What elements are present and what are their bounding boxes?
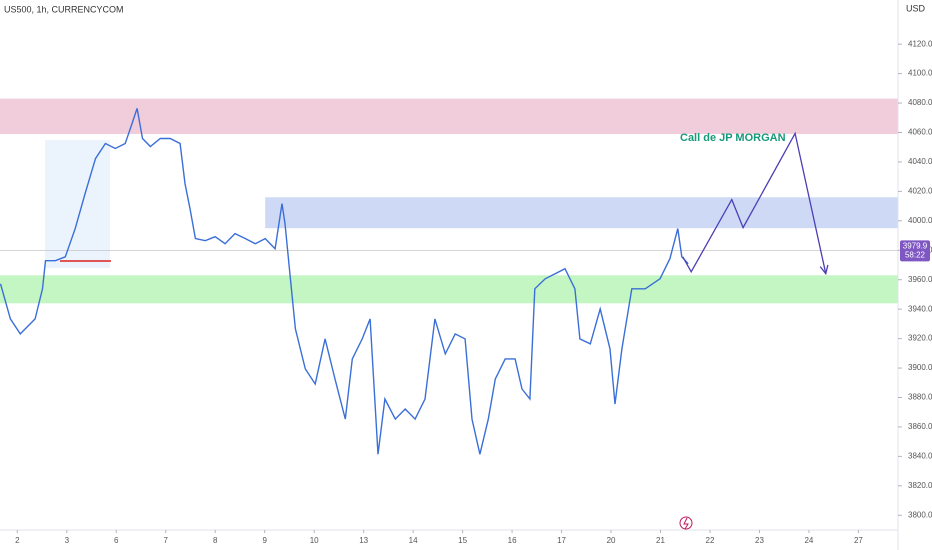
y-tick-label: 3960.0 <box>908 275 932 284</box>
x-tick-label: 16 <box>508 536 517 545</box>
y-tick-label: 4100.0 <box>908 69 932 78</box>
event-bolt <box>683 517 689 530</box>
y-tick-label: 3880.0 <box>908 393 932 402</box>
projection <box>682 131 827 274</box>
zone <box>265 197 899 229</box>
y-tick-label: 3920.0 <box>908 334 932 343</box>
x-tick-label: 14 <box>409 536 418 545</box>
x-tick-label: 23 <box>755 536 764 545</box>
y-tick-label: 4040.0 <box>908 157 932 166</box>
symbol: US500, 1h, CURRENCYCOM <box>4 4 124 14</box>
y-tick-label: 3840.0 <box>908 451 932 460</box>
y-tick-label: 4000.0 <box>908 216 932 225</box>
annotation: Call de JP MORGAN <box>680 132 786 144</box>
y-tick-label: 3800.0 <box>908 510 932 519</box>
zones <box>0 98 899 304</box>
x-tick-label: 7 <box>164 536 169 545</box>
x-tick-label: 10 <box>310 536 319 545</box>
x-tick-label: 9 <box>262 536 267 545</box>
price-line <box>0 108 689 455</box>
x-tick-label: 15 <box>458 536 467 545</box>
x-tick-label: 22 <box>706 536 715 545</box>
y-tick-label: 3940.0 <box>908 304 932 313</box>
projection-arrowhead <box>819 264 829 276</box>
x-tick-label: 21 <box>656 536 665 545</box>
x-tick-label: 3 <box>65 536 70 545</box>
x-tick-label: 20 <box>607 536 616 545</box>
volume-profile <box>45 140 110 268</box>
currency: USD <box>906 3 926 13</box>
zone <box>0 275 898 304</box>
zone <box>0 98 898 134</box>
x-tick-label: 17 <box>557 536 566 545</box>
y-tick-label: 4020.0 <box>908 186 932 195</box>
event-icon[interactable] <box>679 516 693 530</box>
x-tick-label: 13 <box>359 536 368 545</box>
countdown: 58:22 <box>905 251 926 260</box>
last-price-box <box>900 240 930 262</box>
y-tick-label: 3860.0 <box>908 422 932 431</box>
x-tick-label: 27 <box>854 536 863 545</box>
x-tick-label: 8 <box>213 536 218 545</box>
y-tick-label: 4080.0 <box>908 98 932 107</box>
y-tick-label: 3820.0 <box>908 481 932 490</box>
y-tick-label: 4120.0 <box>908 39 932 48</box>
y-tick-label: 4060.0 <box>908 128 932 137</box>
last-price-label: 3979.9 <box>903 242 928 251</box>
y-tick-label: 3900.0 <box>908 363 932 372</box>
x-tick-label: 24 <box>804 536 813 545</box>
x-tick-label: 2 <box>15 536 20 545</box>
x-tick-label: 6 <box>114 536 119 545</box>
